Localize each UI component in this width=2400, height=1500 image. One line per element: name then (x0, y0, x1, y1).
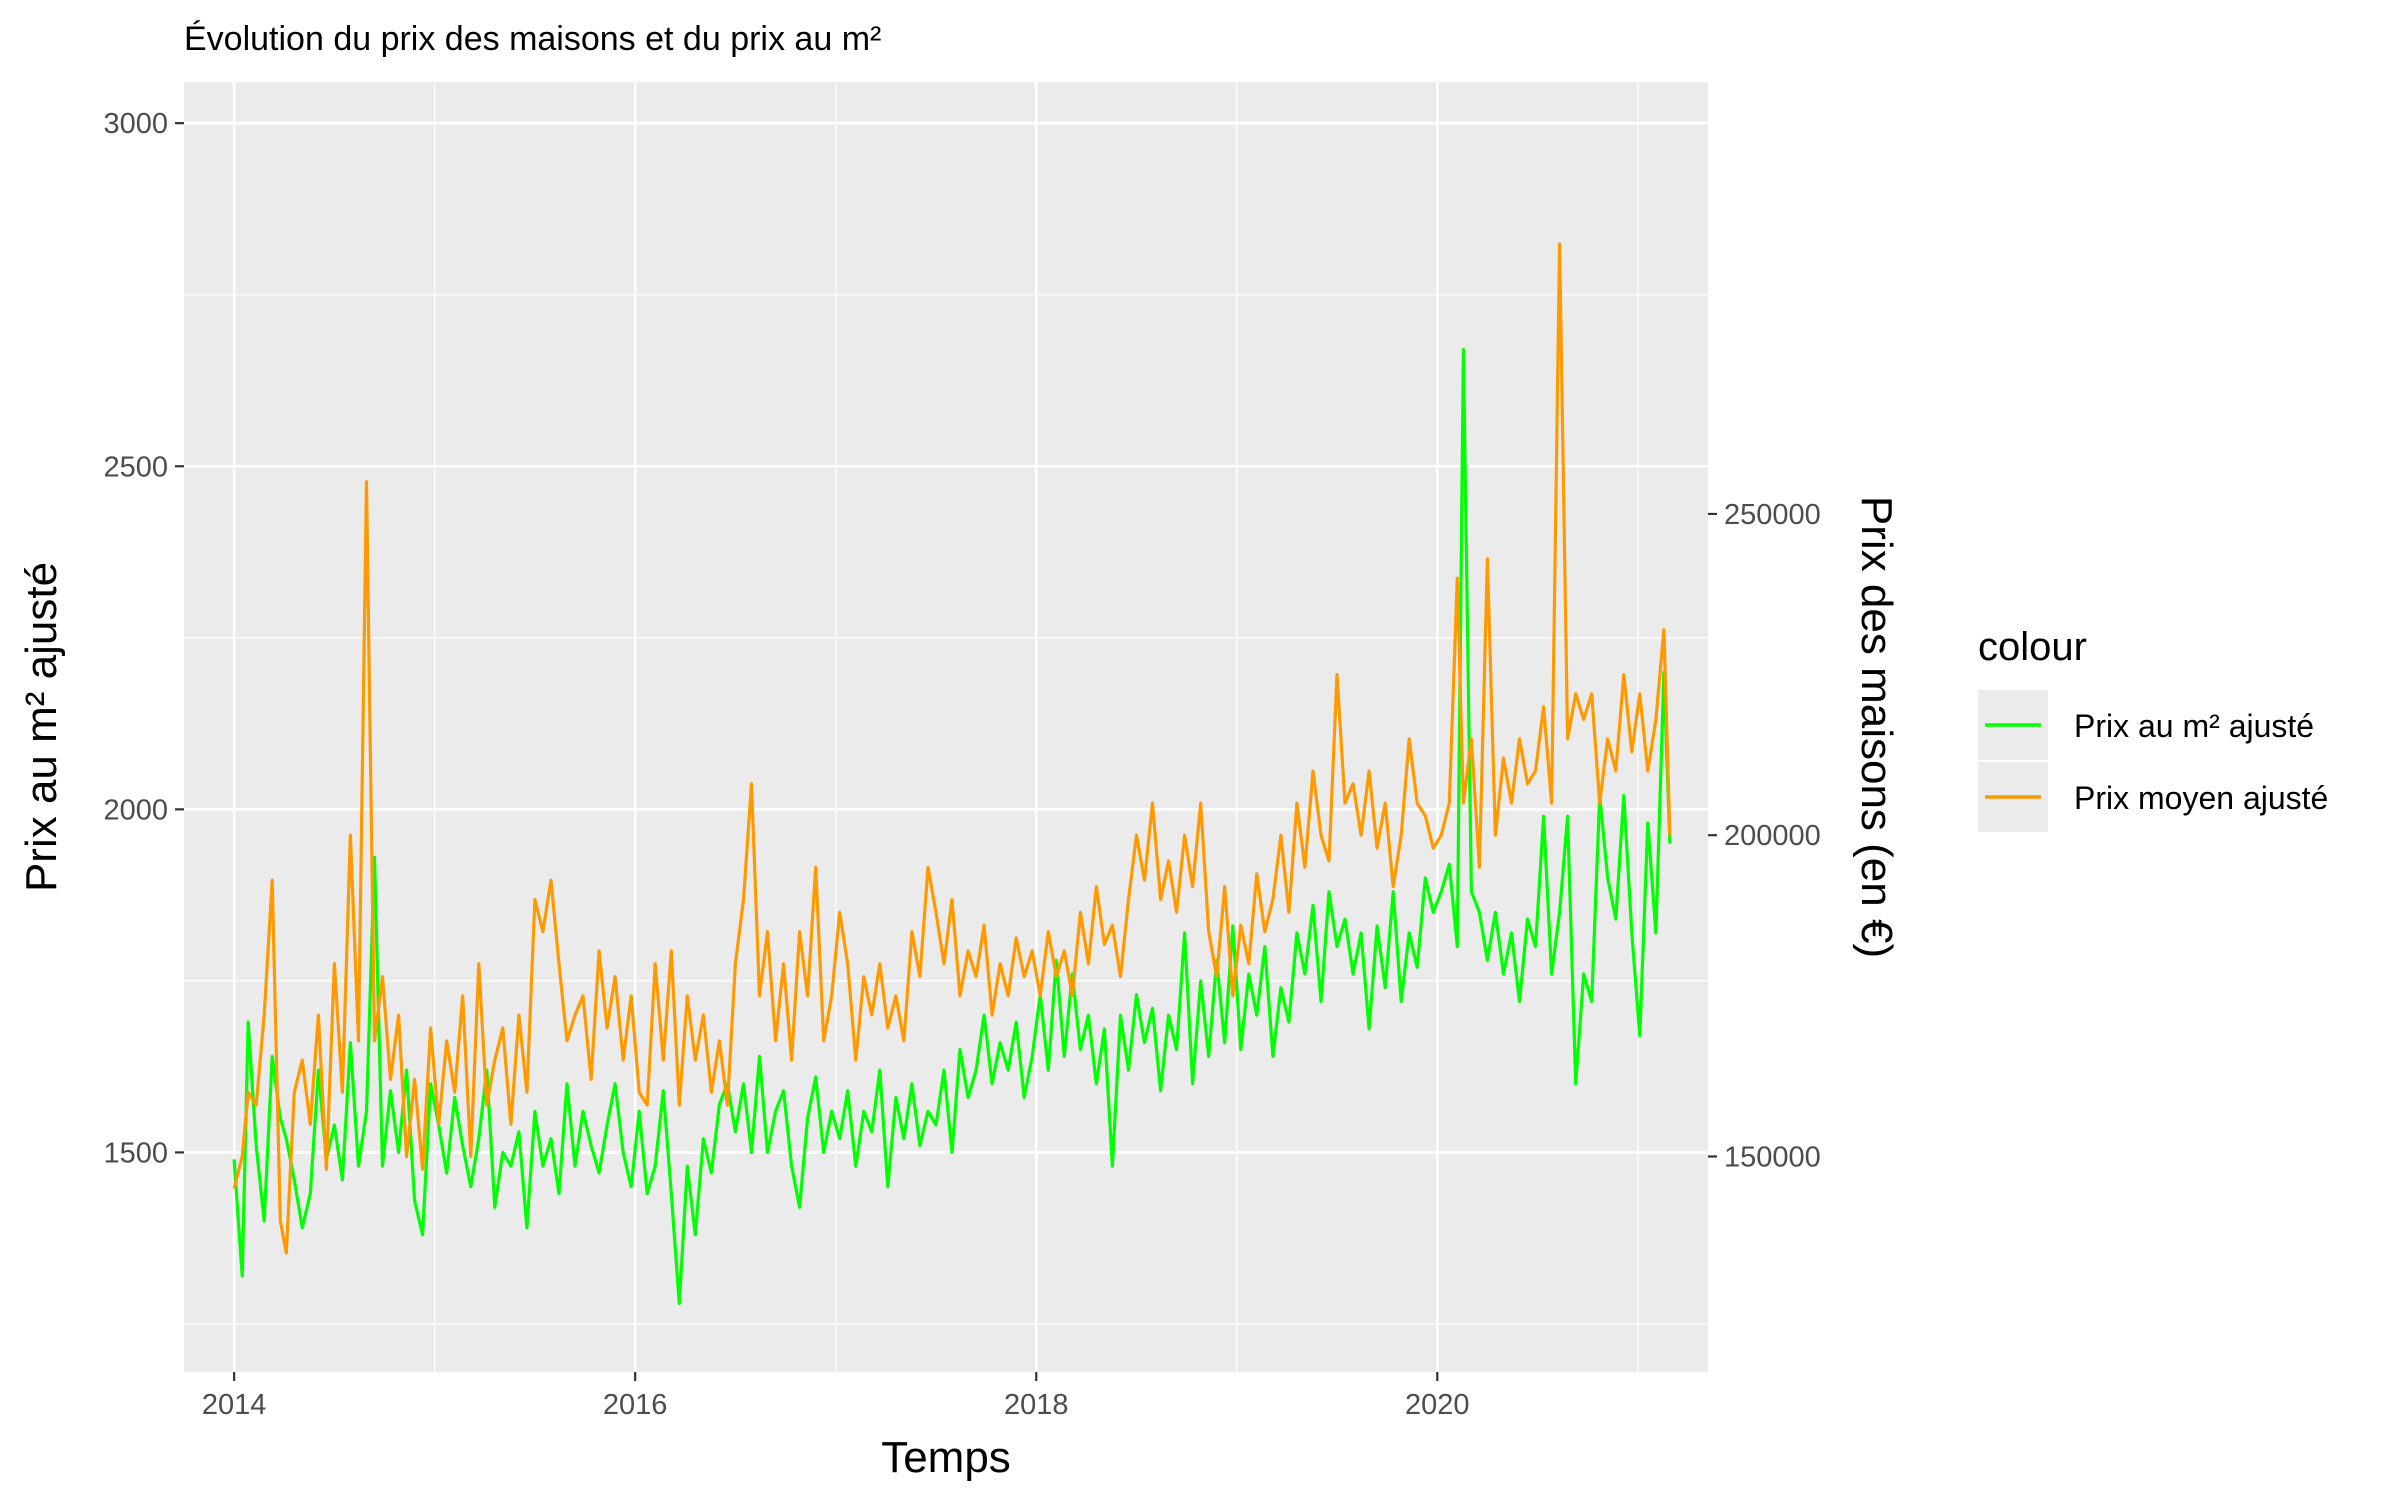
chart-title: Évolution du prix des maisons et du prix… (184, 20, 881, 58)
x-axis-title: Temps (881, 1433, 1011, 1482)
y-axis-left: 1500 2000 2500 3000 (103, 108, 184, 1169)
y2-tick-label: 200000 (1724, 820, 1821, 852)
series-line-prix-moyen (232, 242, 1672, 1255)
series-lines (232, 242, 1672, 1305)
legend-title: colour (1978, 625, 2087, 669)
y-axis-title: Prix au m² ajusté (17, 562, 66, 892)
y-tick-label: 3000 (103, 108, 168, 140)
x-tick-label: 2018 (1004, 1389, 1069, 1421)
legend: colour Prix au m² ajusté Prix moyen ajus… (1978, 625, 2328, 832)
x-tick-label: 2016 (603, 1389, 668, 1421)
y2-tick-label: 150000 (1724, 1141, 1821, 1173)
x-tick-label: 2014 (202, 1389, 267, 1421)
plot-panel (184, 82, 1708, 1372)
x-tick-label: 2020 (1405, 1389, 1470, 1421)
y-tick-label: 1500 (103, 1137, 168, 1169)
series-line-prix-m2 (232, 348, 1672, 1305)
legend-entry-m2: Prix au m² ajusté (2074, 708, 2314, 744)
x-axis: 2014 2016 2018 2020 (202, 1372, 1470, 1421)
y-axis-right: 150000 200000 250000 (1708, 499, 1821, 1173)
y-tick-label: 2500 (103, 451, 168, 483)
y-tick-label: 2000 (103, 794, 168, 826)
y2-axis-title: Prix des maisons (en €) (1852, 496, 1901, 958)
y2-tick-label: 250000 (1724, 499, 1821, 531)
legend-entry-moyen: Prix moyen ajusté (2074, 780, 2328, 816)
